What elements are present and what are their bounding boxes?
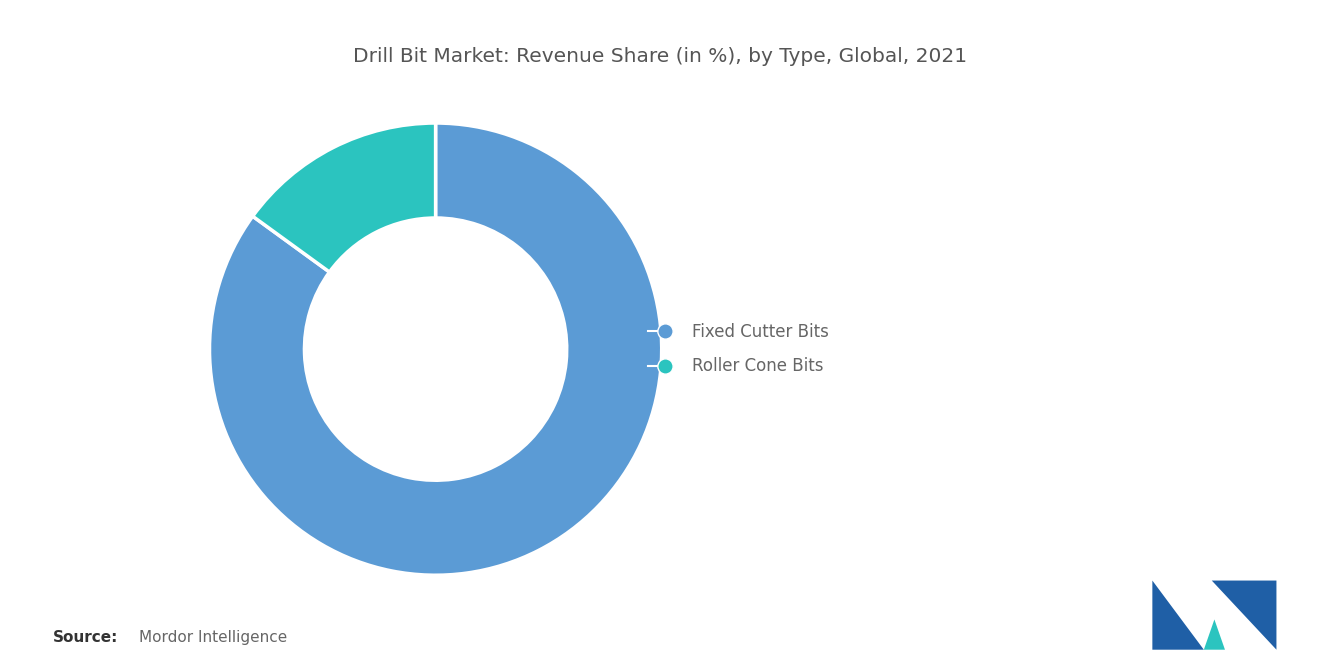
Polygon shape	[1204, 620, 1225, 650]
Legend: Fixed Cutter Bits, Roller Cone Bits: Fixed Cutter Bits, Roller Cone Bits	[642, 316, 836, 382]
Text: Source:: Source:	[53, 630, 119, 645]
Text: Mordor Intelligence: Mordor Intelligence	[139, 630, 286, 645]
Text: Drill Bit Market: Revenue Share (in %), by Type, Global, 2021: Drill Bit Market: Revenue Share (in %), …	[352, 47, 968, 66]
Wedge shape	[210, 123, 661, 575]
Polygon shape	[1212, 581, 1276, 650]
Polygon shape	[1152, 581, 1204, 650]
Wedge shape	[252, 123, 436, 272]
